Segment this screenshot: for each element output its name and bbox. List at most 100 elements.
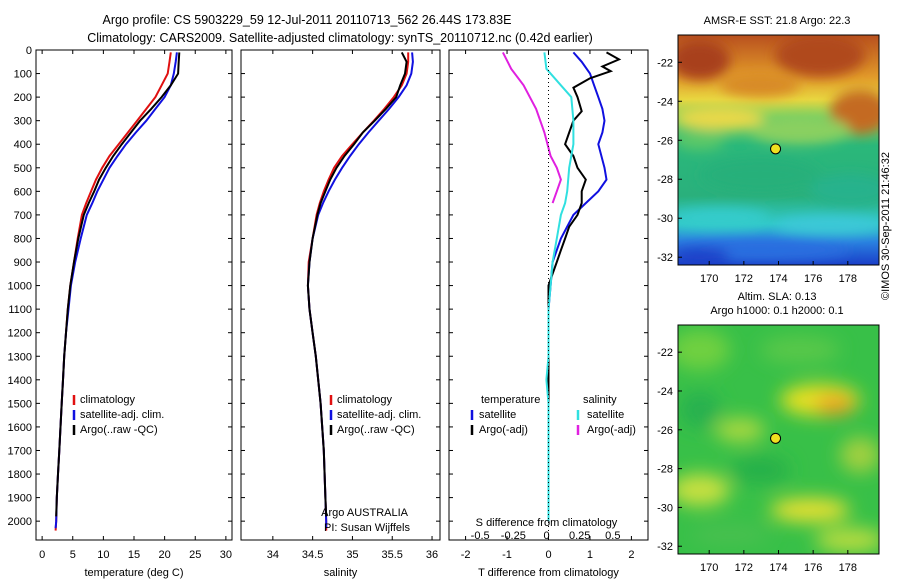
sla-map-title-line1: Altim. SLA: 0.13 bbox=[738, 291, 817, 303]
credit-text: ©IMOS 30-Sep-2011 21:46:32 bbox=[880, 152, 892, 300]
map-x-tick-label: 174 bbox=[769, 273, 787, 285]
map-y-tick-label: -24 bbox=[657, 96, 673, 108]
salinity-panel: 34 34.5 35 35.5 36 salinity climatology satelli… bbox=[240, 49, 441, 579]
figure-title-line1: Argo profile: CS 5903229_59 12-Jul-2011 … bbox=[103, 13, 512, 27]
x-axis-label: salinity bbox=[324, 567, 358, 579]
y-tick-label: 500 bbox=[14, 163, 32, 175]
x-tick-label: 0 bbox=[545, 549, 551, 561]
map-x-tick-label: 178 bbox=[839, 273, 857, 285]
y-tick-label: 600 bbox=[14, 186, 32, 198]
y-tick-label: 1200 bbox=[8, 328, 32, 340]
y-tick-label: 2000 bbox=[8, 516, 32, 528]
x-tick-label: 30 bbox=[220, 549, 232, 561]
x-tick-label: 10 bbox=[97, 549, 109, 561]
map-x-tick-label: 170 bbox=[700, 273, 718, 285]
legend-group-title: salinity bbox=[583, 394, 617, 406]
top-axis-label: S difference from climatology bbox=[476, 517, 618, 529]
y-tick-label: 1100 bbox=[8, 304, 32, 316]
map-y-tick-label: -32 bbox=[657, 541, 673, 553]
series-line-2 bbox=[55, 52, 181, 517]
y-tick-label: 200 bbox=[14, 92, 32, 104]
top-tick-label: 0.5 bbox=[605, 530, 620, 542]
x-tick-label: -1 bbox=[502, 549, 512, 561]
x-tick-label: 34.5 bbox=[302, 549, 323, 561]
sst-map-panel: AMSR-E SST: 21.8 Argo: 22.3 170 172 174 176… bbox=[657, 15, 880, 285]
y-tick-label: 1000 bbox=[8, 281, 32, 293]
x-tick-label: 1 bbox=[587, 549, 593, 561]
map-x-tick-label: 174 bbox=[769, 562, 787, 574]
map-x-tick-label: 172 bbox=[735, 562, 753, 574]
map-y-tick-label: -32 bbox=[657, 252, 673, 264]
legend-entry: satellite-adj. clim. bbox=[80, 409, 164, 421]
y-tick-label: 1600 bbox=[8, 422, 32, 434]
y-tick-label: 1900 bbox=[8, 493, 32, 505]
x-tick-label: 2 bbox=[628, 549, 634, 561]
x-tick-label: 25 bbox=[189, 549, 201, 561]
x-axis-label: T difference from climatology bbox=[478, 567, 619, 579]
y-tick-label: 0 bbox=[26, 45, 32, 57]
map-y-tick-label: -28 bbox=[657, 174, 673, 186]
top-tick-label: -0.25 bbox=[501, 530, 526, 542]
x-tick-label: -2 bbox=[461, 549, 471, 561]
map-y-tick-label: -24 bbox=[657, 386, 673, 398]
map-x-tick-label: 172 bbox=[735, 273, 753, 285]
series-line-3 bbox=[502, 51, 562, 204]
y-tick-label: 900 bbox=[14, 257, 32, 269]
annotation-line: PI: Susan Wijffels bbox=[324, 522, 410, 534]
y-tick-label: 1400 bbox=[8, 375, 32, 387]
y-tick-label: 1500 bbox=[8, 398, 32, 410]
y-tick-label: 100 bbox=[14, 69, 32, 81]
temperature-panel: 0 5 10 15 20 25 300100200300400500600700800900… bbox=[8, 45, 233, 579]
map-y-tick-label: -22 bbox=[657, 57, 673, 69]
sst-map-axes: 170 172 174 176 178 -22 -24 -26 -28 -30 -32 bbox=[657, 57, 857, 285]
x-tick-label: 35 bbox=[346, 549, 358, 561]
sla-map-title-line2: Argo h1000: 0.1 h2000: 0.1 bbox=[710, 305, 843, 317]
sst-map-title: AMSR-E SST: 21.8 Argo: 22.3 bbox=[704, 15, 851, 27]
x-tick-label: 15 bbox=[128, 549, 140, 561]
sla-map-panel: Altim. SLA: 0.13 Argo h1000: 0.1 h2000: … bbox=[657, 291, 880, 574]
map-y-tick-label: -26 bbox=[657, 135, 673, 147]
legend-entry: satellite bbox=[479, 409, 516, 421]
series-line-2 bbox=[306, 51, 408, 517]
legend-entry: satellite-adj. clim. bbox=[337, 409, 421, 421]
x-tick-label: 36 bbox=[426, 549, 438, 561]
map-y-tick-label: -22 bbox=[657, 347, 673, 359]
figure-title-line2: Climatology: CARS2009. Satellite-adjuste… bbox=[87, 31, 593, 45]
x-tick-label: 0 bbox=[39, 549, 45, 561]
x-tick-label: 5 bbox=[70, 549, 76, 561]
top-tick-label: -0.5 bbox=[471, 530, 490, 542]
map-y-tick-label: -30 bbox=[657, 502, 673, 514]
map-x-tick-label: 178 bbox=[839, 562, 857, 574]
map-x-tick-label: 176 bbox=[804, 273, 822, 285]
x-axis-label: temperature (deg C) bbox=[84, 567, 183, 579]
map-y-tick-label: -26 bbox=[657, 425, 673, 437]
x-tick-label: 20 bbox=[159, 549, 171, 561]
map-x-tick-label: 176 bbox=[804, 562, 822, 574]
map-y-tick-label: -28 bbox=[657, 464, 673, 476]
top-tick-label: 0.25 bbox=[569, 530, 590, 542]
annotation-line: Argo AUSTRALIA bbox=[321, 507, 408, 519]
legend-group-title: temperature bbox=[481, 394, 540, 406]
legend-entry: satellite bbox=[587, 409, 624, 421]
y-tick-label: 300 bbox=[14, 116, 32, 128]
legend-entry: Argo(-adj) bbox=[479, 424, 528, 436]
legend-entry: Argo(..raw -QC) bbox=[80, 424, 158, 436]
map-y-tick-label: -30 bbox=[657, 213, 673, 225]
legend-entry: climatology bbox=[337, 394, 393, 406]
argo-location-marker bbox=[770, 143, 782, 155]
sla-map-axes: 170 172 174 176 178 -22 -24 -26 -28 -30 -32 bbox=[657, 347, 857, 574]
x-tick-label: 34 bbox=[267, 549, 279, 561]
y-tick-label: 1800 bbox=[8, 469, 32, 481]
y-tick-label: 800 bbox=[14, 233, 32, 245]
top-tick-label: 0 bbox=[543, 530, 549, 542]
legend-entry: Argo(-adj) bbox=[587, 424, 636, 436]
series-line-1 bbox=[547, 51, 622, 522]
y-tick-label: 400 bbox=[14, 139, 32, 151]
difference-panel: -2 -1 0 1 2 T difference from climatology temp… bbox=[448, 49, 649, 579]
legend-entry: climatology bbox=[80, 394, 136, 406]
y-tick-label: 1700 bbox=[8, 445, 32, 457]
x-tick-label: 35.5 bbox=[382, 549, 403, 561]
y-tick-label: 1300 bbox=[8, 351, 32, 363]
plot-frame bbox=[240, 49, 441, 541]
